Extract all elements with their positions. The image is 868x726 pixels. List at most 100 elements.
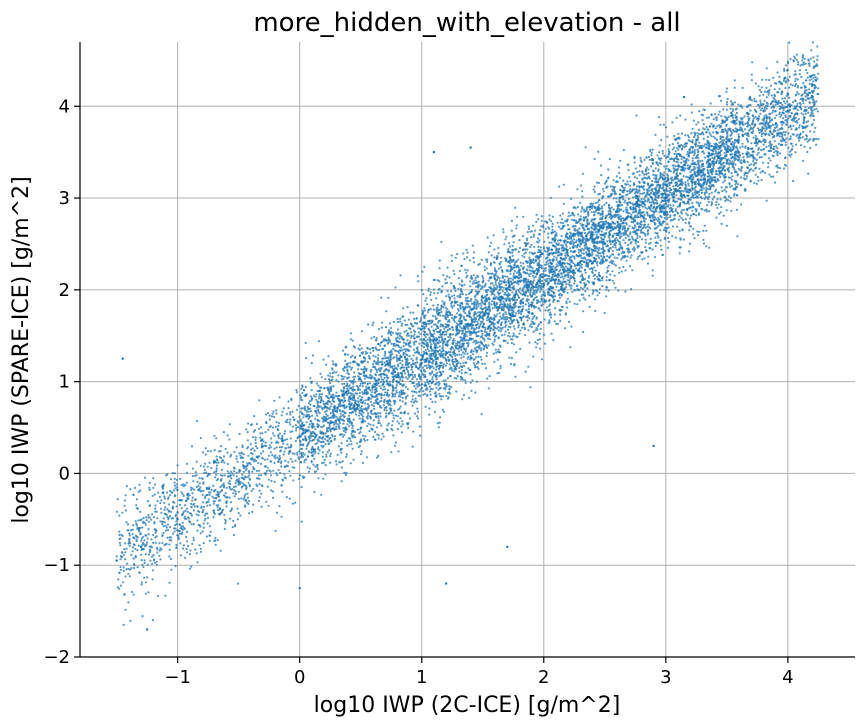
scatter-point xyxy=(579,242,582,245)
scatter-point xyxy=(779,152,782,155)
scatter-point xyxy=(605,288,608,291)
scatter-point xyxy=(419,353,422,357)
scatter-point xyxy=(390,342,393,345)
scatter-point xyxy=(382,435,385,438)
scatter-point xyxy=(269,451,272,454)
scatter-point xyxy=(494,348,497,351)
scatter-point xyxy=(182,494,185,498)
scatter-point xyxy=(561,222,565,225)
scatter-point xyxy=(510,356,513,359)
scatter-point xyxy=(631,269,634,272)
scatter-point xyxy=(237,582,240,585)
scatter-point xyxy=(748,95,752,98)
scatter-point xyxy=(221,474,224,477)
scatter-point xyxy=(516,215,519,218)
scatter-point xyxy=(399,378,402,381)
scatter-point xyxy=(592,188,595,191)
scatter-point xyxy=(264,441,267,444)
scatter-point xyxy=(638,188,641,191)
scatter-point xyxy=(287,461,290,464)
scatter-point xyxy=(491,307,494,310)
scatter-point xyxy=(752,169,755,172)
scatter-point xyxy=(212,509,215,512)
scatter-point xyxy=(316,423,319,426)
scatter-point xyxy=(122,581,125,584)
scatter-point xyxy=(366,361,369,364)
scatter-point xyxy=(208,525,211,528)
scatter-point xyxy=(679,180,682,183)
scatter-point xyxy=(420,386,423,389)
scatter-point xyxy=(643,173,646,176)
scatter-point xyxy=(323,458,326,461)
scatter-point xyxy=(604,216,607,220)
scatter-point xyxy=(695,201,698,204)
scatter-point xyxy=(536,264,539,267)
scatter-point xyxy=(126,562,129,565)
scatter-point xyxy=(687,200,690,203)
scatter-point xyxy=(677,197,680,200)
scatter-point xyxy=(692,176,695,179)
scatter-point xyxy=(644,234,647,237)
scatter-point xyxy=(134,520,137,523)
scatter-point xyxy=(511,251,514,254)
scatter-point xyxy=(528,275,531,278)
scatter-point xyxy=(449,336,452,339)
scatter-point xyxy=(760,86,763,89)
scatter-point xyxy=(782,100,786,103)
scatter-point xyxy=(495,295,498,298)
scatter-point xyxy=(711,173,714,176)
scatter-point xyxy=(492,329,495,332)
scatter-point xyxy=(383,361,386,364)
scatter-point xyxy=(176,529,179,532)
scatter-point xyxy=(682,156,685,159)
scatter-point xyxy=(428,385,431,388)
scatter-point xyxy=(661,253,664,256)
scatter-point xyxy=(790,128,793,131)
scatter-point xyxy=(527,329,530,332)
scatter-point xyxy=(198,544,201,547)
scatter-point xyxy=(730,184,734,187)
scatter-point xyxy=(406,353,409,357)
scatter-point xyxy=(529,230,532,233)
scatter-point xyxy=(551,275,554,278)
scatter-point xyxy=(816,77,819,80)
scatter-point xyxy=(470,326,473,329)
scatter-point xyxy=(532,261,536,264)
scatter-point xyxy=(481,276,485,280)
scatter-point xyxy=(438,370,441,373)
scatter-point xyxy=(483,362,486,365)
scatter-point xyxy=(447,356,450,359)
scatter-point xyxy=(137,490,140,493)
scatter-point xyxy=(309,439,312,442)
scatter-point xyxy=(669,214,672,217)
scatter-point xyxy=(633,155,636,159)
scatter-point xyxy=(217,493,220,496)
scatter-point xyxy=(564,243,568,246)
scatter-point xyxy=(605,201,608,205)
scatter-point xyxy=(519,292,522,295)
scatter-point xyxy=(547,322,550,325)
scatter-point xyxy=(302,416,305,419)
scatter-point xyxy=(629,188,632,191)
scatter-point xyxy=(756,176,760,179)
scatter-point xyxy=(812,80,815,83)
scatter-point xyxy=(794,83,798,86)
scatter-point xyxy=(705,245,708,248)
scatter-point xyxy=(234,485,237,488)
scatter-point xyxy=(460,327,463,330)
scatter-point xyxy=(206,465,209,468)
scatter-point xyxy=(421,366,425,369)
scatter-point xyxy=(128,532,131,535)
scatter-point xyxy=(684,181,687,184)
scatter-point xyxy=(474,290,477,293)
scatter-point xyxy=(613,216,616,219)
scatter-point xyxy=(124,542,127,545)
scatter-point xyxy=(206,516,210,520)
scatter-point xyxy=(369,400,372,403)
scatter-point xyxy=(250,489,253,492)
scatter-point xyxy=(613,185,616,188)
scatter-point xyxy=(722,214,725,217)
scatter-point xyxy=(758,131,761,134)
scatter-point xyxy=(674,236,678,239)
scatter-point xyxy=(678,215,681,218)
